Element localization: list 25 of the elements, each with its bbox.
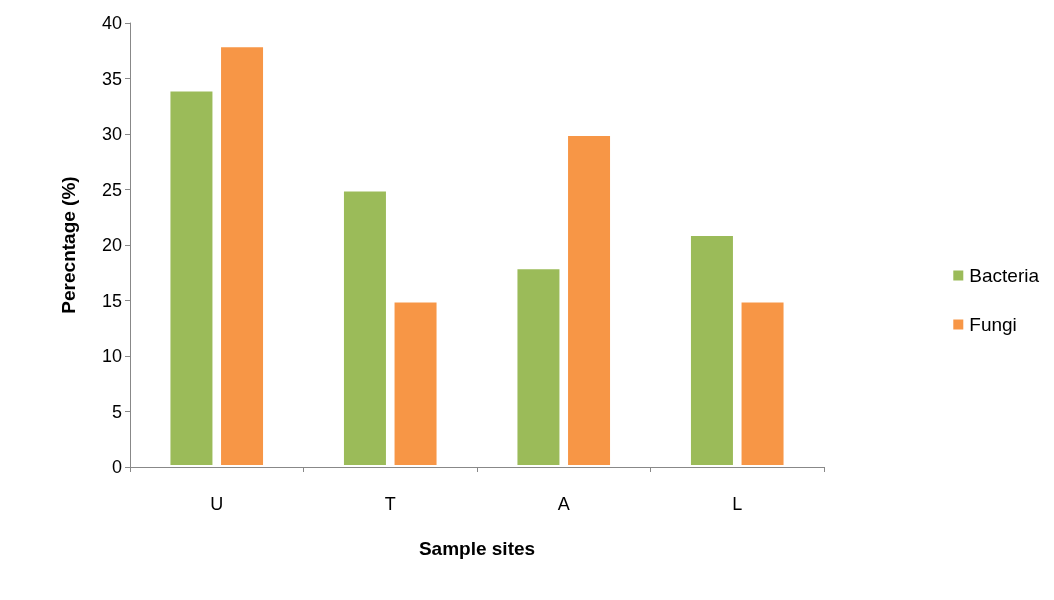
x-tick-label: U	[210, 494, 224, 514]
y-axis-title: Perecntage (%)	[58, 176, 79, 314]
bar	[168, 89, 215, 467]
legend-label: Fungi	[969, 314, 1017, 335]
y-tick-label: 25	[101, 179, 122, 200]
y-tick-label: 40	[101, 13, 122, 33]
x-tick-label: L	[732, 494, 743, 514]
x-axis-title: Sample sites	[418, 538, 536, 559]
y-tick-label: 20	[101, 235, 122, 255]
y-tick-label: 15	[101, 290, 122, 311]
legend-label: Bacteria	[969, 265, 1040, 286]
y-tick-label: 0	[111, 457, 122, 477]
y-tick-label: 5	[111, 401, 122, 422]
bar	[566, 134, 613, 467]
bar	[688, 233, 735, 467]
y-tick-label: 35	[101, 68, 122, 89]
bar	[515, 267, 562, 467]
x-tick-label: A	[557, 494, 570, 514]
x-tick-label: T	[384, 494, 396, 514]
bar	[392, 300, 439, 467]
bar	[341, 189, 388, 467]
y-tick-label: 10	[101, 346, 122, 366]
bar	[219, 45, 266, 467]
y-tick-label: 30	[101, 124, 122, 144]
bar	[739, 300, 786, 467]
